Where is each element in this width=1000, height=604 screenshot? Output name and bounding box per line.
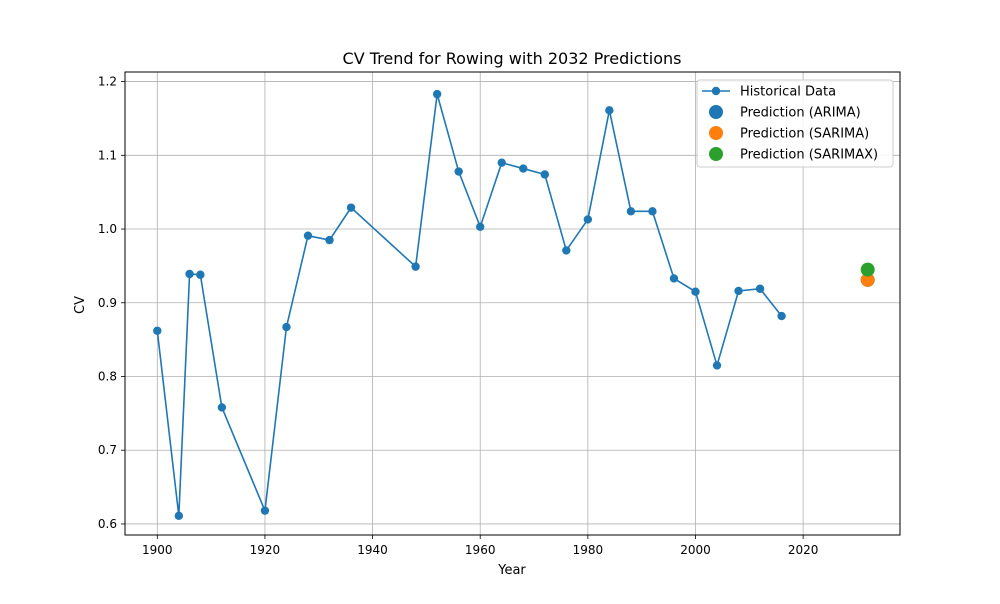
prediction-point-prediction-sarima [860,272,875,287]
historical-data-point [196,270,205,279]
historical-data-point [153,326,162,335]
x-tick-label: 1940 [357,543,388,557]
historical-data-point [303,231,313,240]
y-axis-label: CV [73,296,88,314]
x-tick-label: 2020 [788,543,819,557]
y-tick-label: 0.6 [98,517,117,531]
y-tick-label: 0.8 [98,369,117,383]
historical-data-point [497,158,506,167]
historical-data-point [282,322,291,332]
x-axis-label: Year [497,563,526,578]
prediction-point-prediction-sarimax [860,262,875,277]
historical-data-point [540,170,549,179]
legend-marker-historical-data [711,86,721,96]
historical-data-point [346,203,356,212]
historical-data-point [411,262,420,271]
chart-title: CV Trend for Rowing with 2032 Prediction… [343,49,682,68]
historical-data-line [156,93,783,516]
historical-data-point [185,269,194,279]
historical-data-point [325,235,334,245]
y-tick-label: 0.9 [98,296,117,310]
historical-data-point [476,222,485,232]
legend-marker-prediction-arima [709,105,723,119]
historical-data-point [669,274,679,283]
historical-data-point [626,207,636,216]
legend-label-prediction-sarimax: Prediction (SARIMAX) [740,148,878,163]
legend-box [696,79,894,168]
historical-data-point [519,164,528,173]
series-layer [153,89,875,521]
historical-data-point [648,207,657,216]
x-tick-label: 1960 [465,543,496,557]
x-tick-label: 1900 [142,543,173,557]
historical-data-point [217,403,227,412]
historical-data-point [734,286,743,296]
historical-data-point [454,167,463,176]
y-tick-label: 1.2 [98,75,117,89]
legend-label-prediction-sarima: Prediction (SARIMA) [740,127,869,142]
historical-data-point [755,284,765,293]
x-tick-label: 1980 [573,543,604,557]
historical-data-point [260,506,270,515]
x-tick-label: 1920 [250,543,281,557]
historical-data-point [691,287,700,296]
legend-marker-prediction-sarima [709,126,723,140]
historical-data-point [777,311,786,321]
historical-data-point [174,511,184,521]
historical-data-point [605,106,614,115]
legend-marker-prediction-sarimax [709,147,723,161]
historical-data-point [562,246,571,255]
historical-data-point [583,215,593,224]
legend-label-prediction-arima: Prediction (ARIMA) [740,106,861,121]
legend: Historical Data Prediction (ARIMA) Predict… [696,79,894,168]
historical-data-point [432,89,442,99]
x-tick-label: 2000 [680,543,711,557]
axes-layer: 1900 1920 1940 1960 1980 2000 2020 0.6 0.7 0.8 0.9… [98,75,818,557]
historical-data-point [712,361,722,370]
y-tick-label: 1.1 [98,148,117,162]
plot-frame [124,71,901,536]
y-tick-label: 0.7 [98,443,117,457]
legend-label-historical-data: Historical Data [740,85,836,100]
y-tick-label: 1.0 [98,222,117,236]
